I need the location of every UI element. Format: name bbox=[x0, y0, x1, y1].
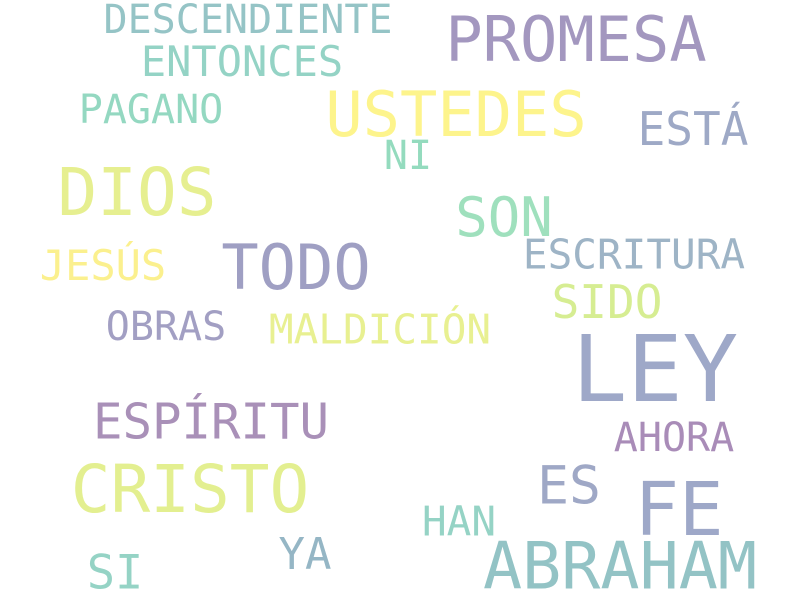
word-7: DIOS bbox=[57, 154, 217, 231]
word-24: ABRAHAM bbox=[483, 529, 757, 600]
word-19: ES bbox=[537, 455, 601, 517]
word-4: PAGANO bbox=[78, 87, 224, 133]
word-17: AHORA bbox=[613, 415, 735, 461]
word-5: ESTÁ bbox=[637, 102, 749, 156]
word-18: CRISTO bbox=[70, 451, 310, 528]
word-16: ESPÍRITU bbox=[92, 393, 330, 451]
word-3: USTEDES bbox=[325, 78, 587, 151]
word-6: NI bbox=[383, 133, 433, 179]
word-1: PROMESA bbox=[445, 3, 707, 76]
word-15: LEY bbox=[571, 316, 739, 423]
word-9: JESÚS bbox=[39, 241, 167, 290]
word-12: SIDO bbox=[551, 275, 663, 329]
word-22: YA bbox=[278, 529, 332, 580]
word-13: OBRAS bbox=[105, 304, 227, 350]
word-2: ENTONCES bbox=[140, 37, 344, 86]
word-0: DESCENDIENTE bbox=[103, 0, 393, 43]
word-21: HAN bbox=[421, 497, 497, 546]
word-20: FE bbox=[634, 467, 724, 553]
word-14: MALDICIÓN bbox=[268, 305, 492, 354]
word-11: ESCRITURA bbox=[522, 230, 746, 279]
word-10: TODO bbox=[221, 231, 371, 304]
word-8: SON bbox=[455, 186, 553, 249]
word-23: SI bbox=[86, 545, 144, 600]
